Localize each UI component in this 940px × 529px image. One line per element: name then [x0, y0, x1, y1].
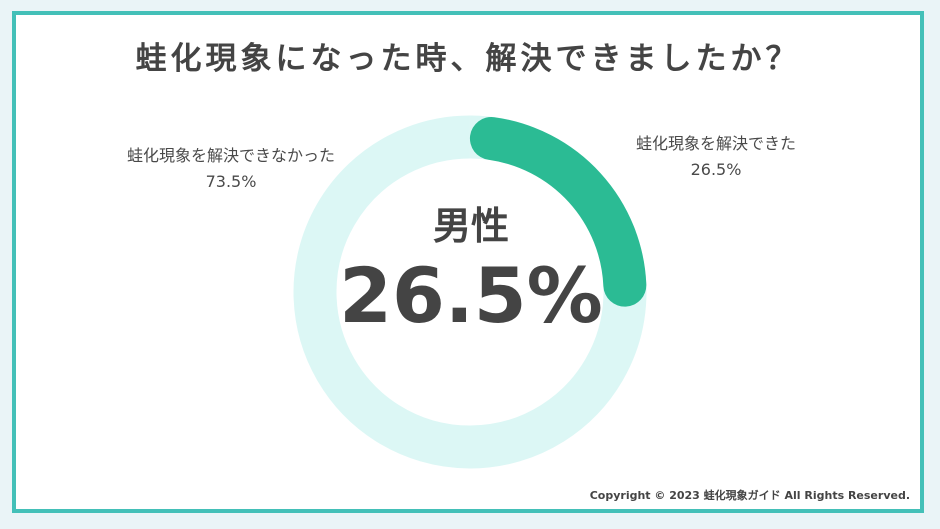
slice-solved: [469, 116, 647, 307]
center-value: 26.5%: [339, 251, 603, 340]
chart-frame: 蛙化現象になった時、解決できましたか？ 蛙化現象を解決できなかった 73.5% …: [12, 11, 924, 513]
label-not-solved: 蛙化現象を解決できなかった 73.5%: [86, 143, 376, 195]
label-solved: 蛙化現象を解決できた 26.5%: [591, 131, 841, 183]
donut-chart: [293, 115, 647, 469]
label-solved-text: 蛙化現象を解決できた: [635, 134, 796, 153]
label-solved-value: 26.5%: [690, 160, 742, 179]
chart-title: 蛙化現象になった時、解決できましたか？: [135, 41, 801, 77]
label-not-solved-value: 73.5%: [205, 172, 257, 191]
center-label: 男性: [432, 204, 509, 248]
label-not-solved-text: 蛙化現象を解決できなかった: [126, 146, 335, 165]
copyright-text: Copyright © 2023 蛙化現象ガイド All Rights Rese…: [589, 489, 910, 502]
